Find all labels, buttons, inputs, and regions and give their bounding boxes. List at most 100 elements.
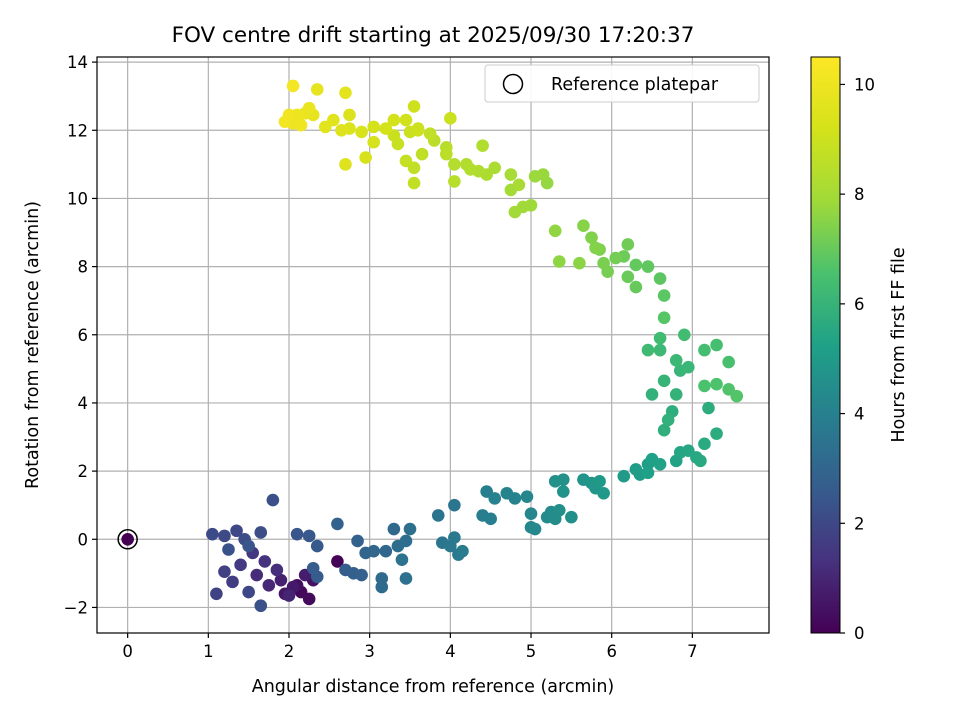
data-point <box>310 83 324 96</box>
data-point <box>448 158 461 171</box>
data-point <box>528 169 542 183</box>
x-tick-label: 3 <box>364 642 375 661</box>
data-point <box>367 120 381 134</box>
data-point <box>339 158 352 171</box>
data-point <box>399 572 413 585</box>
data-point <box>278 115 292 129</box>
colorbar-ticks: 0 2 4 6 8 10 <box>840 75 875 643</box>
data-point <box>657 423 671 437</box>
data-point <box>645 388 659 401</box>
data-point <box>274 573 288 587</box>
colorbar-tick-label: 8 <box>854 185 865 204</box>
y-tick-label: 2 <box>78 462 89 481</box>
data-points <box>121 79 744 613</box>
data-point <box>641 343 655 357</box>
data-point <box>290 527 304 541</box>
data-point <box>552 255 566 268</box>
data-point <box>335 123 348 137</box>
data-point <box>585 231 598 244</box>
data-point <box>242 585 255 599</box>
data-point <box>355 568 368 582</box>
data-point <box>339 86 352 100</box>
y-tick-label: 8 <box>78 258 89 277</box>
data-point <box>250 568 264 582</box>
data-point <box>399 154 413 168</box>
data-point <box>476 139 489 152</box>
data-point <box>319 120 332 134</box>
y-axis-label: Rotation from reference (arcmin) <box>23 201 43 489</box>
data-point <box>387 113 401 127</box>
data-point <box>367 544 381 558</box>
data-point <box>448 498 461 512</box>
data-point <box>423 127 437 140</box>
data-point <box>403 522 417 536</box>
data-point <box>310 539 324 553</box>
reference-point-dot <box>121 532 134 546</box>
data-point <box>230 524 243 538</box>
x-tick-label: 2 <box>284 642 295 661</box>
data-point <box>387 522 401 536</box>
data-point <box>331 555 344 568</box>
data-point <box>395 553 409 567</box>
legend-box <box>484 64 760 103</box>
data-point <box>431 509 445 522</box>
data-point <box>698 437 711 451</box>
x-axis-label: Angular distance from reference (arcmin) <box>252 677 615 697</box>
reference-ring <box>117 529 138 550</box>
data-point <box>621 270 635 284</box>
data-point <box>722 355 735 369</box>
data-point <box>677 328 691 342</box>
data-point <box>641 260 655 273</box>
legend-label: Reference platepar <box>551 75 719 95</box>
data-point <box>415 147 429 161</box>
chart-title: FOV centre drift starting at 2025/09/30 … <box>172 23 695 48</box>
y-tick-label: 12 <box>67 121 88 140</box>
data-point <box>621 238 635 251</box>
data-point <box>641 466 655 480</box>
x-axis-ticks: 0 1 2 3 4 5 6 7 <box>122 633 698 661</box>
data-point <box>653 343 667 357</box>
data-point <box>210 587 223 601</box>
data-point <box>218 565 231 578</box>
legend-marker <box>502 73 524 95</box>
data-point <box>355 125 368 139</box>
data-point <box>262 578 276 592</box>
data-point <box>444 112 457 125</box>
colorbar-tick-label: 0 <box>854 624 865 643</box>
data-point <box>226 575 239 589</box>
data-point <box>254 526 268 539</box>
data-point <box>556 485 570 498</box>
data-point <box>379 544 393 558</box>
data-point <box>407 176 421 190</box>
data-point <box>524 507 538 521</box>
data-point <box>593 475 606 488</box>
data-point <box>682 360 695 374</box>
colorbar-tick-label: 2 <box>854 514 865 533</box>
data-point <box>573 256 586 270</box>
reference-marker <box>117 529 138 550</box>
data-point <box>282 589 296 602</box>
data-point <box>206 527 219 541</box>
data-point <box>609 251 623 265</box>
data-point <box>508 492 522 505</box>
x-tick-label: 4 <box>445 642 456 661</box>
data-point <box>657 311 671 325</box>
data-point <box>552 504 566 517</box>
data-point <box>218 529 231 543</box>
data-point <box>694 454 707 468</box>
data-point <box>597 486 610 500</box>
data-point <box>407 100 421 113</box>
data-point <box>710 427 723 440</box>
data-point <box>484 512 497 526</box>
x-tick-label: 1 <box>203 642 214 661</box>
data-point <box>440 147 453 161</box>
data-point <box>375 580 389 594</box>
data-point <box>399 113 413 127</box>
data-point <box>448 531 461 544</box>
x-tick-label: 7 <box>687 642 698 661</box>
data-point <box>528 522 542 536</box>
data-point <box>698 379 711 393</box>
data-point <box>565 510 578 524</box>
data-point <box>669 354 683 367</box>
data-point <box>488 492 502 505</box>
